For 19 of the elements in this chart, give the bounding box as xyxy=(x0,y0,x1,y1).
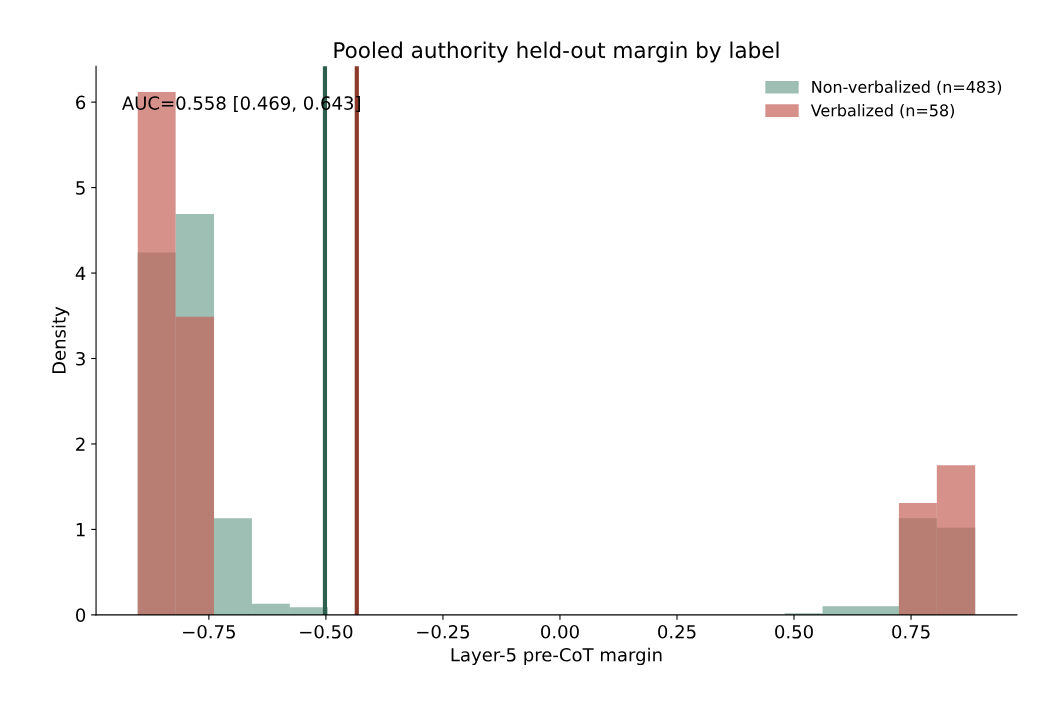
y-tick-label: 4 xyxy=(75,266,86,280)
y-tick-label: 1 xyxy=(76,523,85,537)
legend-label: Non-verbalized (n=483) xyxy=(812,80,1002,95)
x-tick-label: −0.75 xyxy=(183,624,235,639)
x-tick-label: 0.75 xyxy=(892,624,930,639)
x-tick-label: −0.50 xyxy=(300,624,353,639)
y-tick-label: 2 xyxy=(76,437,85,451)
y-axis-title: Density xyxy=(51,306,70,374)
y-tick-label: 3 xyxy=(76,351,85,366)
y-tick-label: 6 xyxy=(76,95,86,110)
y-tick-label: 0 xyxy=(76,608,86,622)
x-tick-label: 0.00 xyxy=(541,624,579,639)
legend-label: Verbalized (n=58) xyxy=(810,104,954,119)
x-tick-label: −0.25 xyxy=(417,624,470,639)
x-tick-label: 0.25 xyxy=(658,624,696,639)
x-tick-label: 0.50 xyxy=(775,624,813,639)
chart-title: Pooled authority held-out margin by label xyxy=(334,41,779,63)
y-tick-label: 5 xyxy=(76,181,85,195)
x-axis-title: Layer-5 pre-CoT margin xyxy=(451,647,662,666)
